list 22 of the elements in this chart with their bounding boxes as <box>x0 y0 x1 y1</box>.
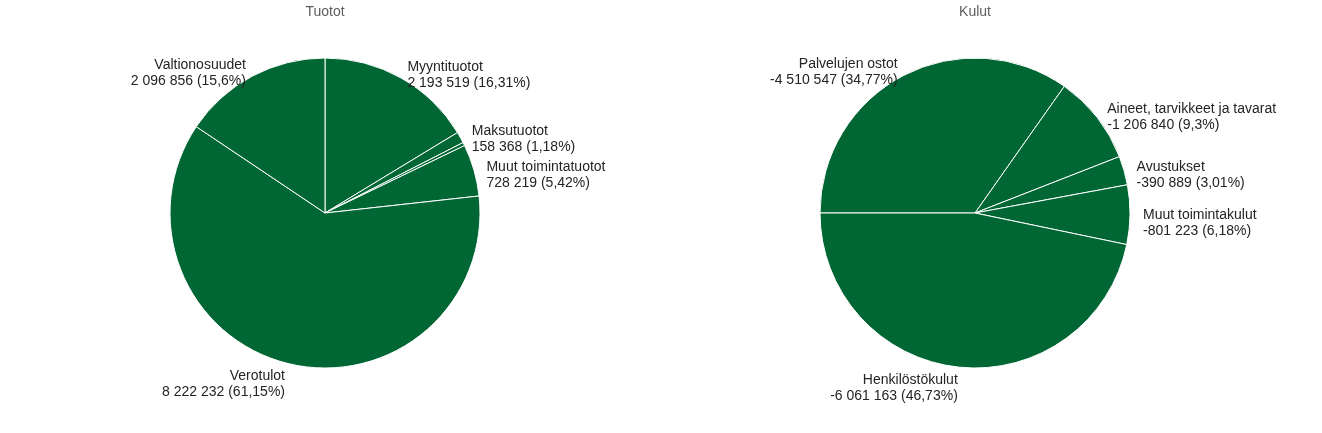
data-label: -801 223 (6,18%) <box>1142 221 1252 238</box>
data-label: 158 368 (1,18%) <box>471 138 576 155</box>
data-label: -4 510 547 (34,77%) <box>770 70 898 87</box>
slice-label: Henkilöstökulut <box>862 371 958 388</box>
data-label: 2 193 519 (16,31%) <box>407 73 531 90</box>
data-label: -1 206 840 (9,3%) <box>1107 116 1220 133</box>
data-label: -390 889 (3,01%) <box>1136 173 1245 190</box>
slice-label: Muut toimintakulut <box>1142 205 1257 222</box>
data-label: 2 096 856 (15,6%) <box>130 71 246 88</box>
chart-title: Tuotot <box>305 3 345 19</box>
data-label: -6 061 163 (46,73%) <box>830 387 958 404</box>
slice-label: Avustukset <box>1136 157 1205 174</box>
chart-title: Kulut <box>959 3 992 19</box>
slice-label: Muut toimintatuotot <box>486 157 606 174</box>
slice-label: Palvelujen ostot <box>798 54 898 71</box>
data-label: 728 219 (5,42%) <box>486 173 590 190</box>
slice-label: Aineet, tarvikkeet ja tavarat <box>1107 100 1277 117</box>
slice-label: Valtionosuudet <box>154 55 247 72</box>
slice-label: Myyntituotot <box>407 57 483 74</box>
slice-label: Maksutuotot <box>471 122 549 139</box>
data-label: 8 222 232 (61,15%) <box>162 383 285 400</box>
slice-label: Verotulot <box>229 367 286 384</box>
